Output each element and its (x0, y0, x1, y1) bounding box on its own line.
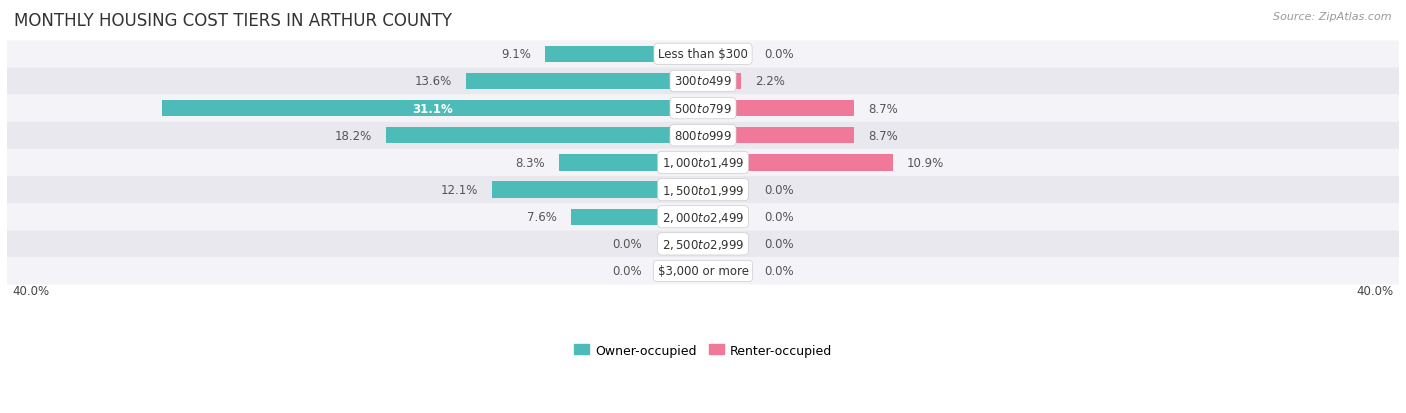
Bar (467, 74, 703, 90)
Text: 8.7%: 8.7% (869, 129, 898, 142)
Bar (659, 236, 703, 252)
Legend: Owner-occupied, Renter-occupied: Owner-occupied, Renter-occupied (568, 339, 838, 362)
Bar (703, 236, 747, 252)
Text: 40.0%: 40.0% (1357, 284, 1393, 297)
Text: 8.7%: 8.7% (869, 102, 898, 115)
Bar (703, 74, 741, 90)
Text: 0.0%: 0.0% (613, 238, 643, 251)
Text: $2,500 to $2,999: $2,500 to $2,999 (662, 237, 744, 251)
Text: $800 to $999: $800 to $999 (673, 129, 733, 142)
Text: 13.6%: 13.6% (415, 75, 453, 88)
Bar (544, 47, 703, 63)
Bar (703, 263, 747, 280)
Bar (703, 209, 747, 225)
Text: 0.0%: 0.0% (763, 184, 793, 197)
Text: 0.0%: 0.0% (763, 48, 793, 61)
Text: 0.0%: 0.0% (763, 238, 793, 251)
FancyBboxPatch shape (7, 150, 1399, 177)
Bar (492, 182, 703, 198)
Text: 40.0%: 40.0% (13, 284, 49, 297)
Text: $2,000 to $2,499: $2,000 to $2,499 (662, 210, 744, 224)
FancyBboxPatch shape (7, 177, 1399, 204)
Text: 31.1%: 31.1% (412, 102, 453, 115)
FancyBboxPatch shape (7, 95, 1399, 122)
Text: Less than $300: Less than $300 (658, 48, 748, 61)
FancyBboxPatch shape (7, 258, 1399, 285)
FancyBboxPatch shape (7, 204, 1399, 231)
Text: $1,000 to $1,499: $1,000 to $1,499 (662, 156, 744, 170)
Text: 12.1%: 12.1% (441, 184, 478, 197)
Bar (703, 155, 893, 171)
Bar (659, 263, 703, 280)
Text: $3,000 or more: $3,000 or more (658, 265, 748, 278)
Text: $300 to $499: $300 to $499 (673, 75, 733, 88)
Text: 0.0%: 0.0% (763, 211, 793, 224)
Text: 7.6%: 7.6% (527, 211, 557, 224)
Bar (703, 101, 855, 117)
Text: 9.1%: 9.1% (501, 48, 530, 61)
Text: 18.2%: 18.2% (335, 129, 373, 142)
Bar (703, 182, 747, 198)
Bar (558, 155, 703, 171)
Bar (162, 101, 703, 117)
Text: 8.3%: 8.3% (515, 157, 544, 169)
FancyBboxPatch shape (7, 122, 1399, 150)
FancyBboxPatch shape (7, 231, 1399, 258)
Bar (703, 128, 855, 144)
Text: 0.0%: 0.0% (763, 265, 793, 278)
Text: 0.0%: 0.0% (613, 265, 643, 278)
Text: 10.9%: 10.9% (907, 157, 943, 169)
Text: $500 to $799: $500 to $799 (673, 102, 733, 115)
Bar (703, 47, 747, 63)
Text: MONTHLY HOUSING COST TIERS IN ARTHUR COUNTY: MONTHLY HOUSING COST TIERS IN ARTHUR COU… (14, 12, 453, 30)
Text: Source: ZipAtlas.com: Source: ZipAtlas.com (1274, 12, 1392, 22)
Text: $1,500 to $1,999: $1,500 to $1,999 (662, 183, 744, 197)
Bar (387, 128, 703, 144)
Bar (571, 209, 703, 225)
FancyBboxPatch shape (7, 41, 1399, 68)
FancyBboxPatch shape (7, 68, 1399, 95)
Text: 2.2%: 2.2% (755, 75, 785, 88)
